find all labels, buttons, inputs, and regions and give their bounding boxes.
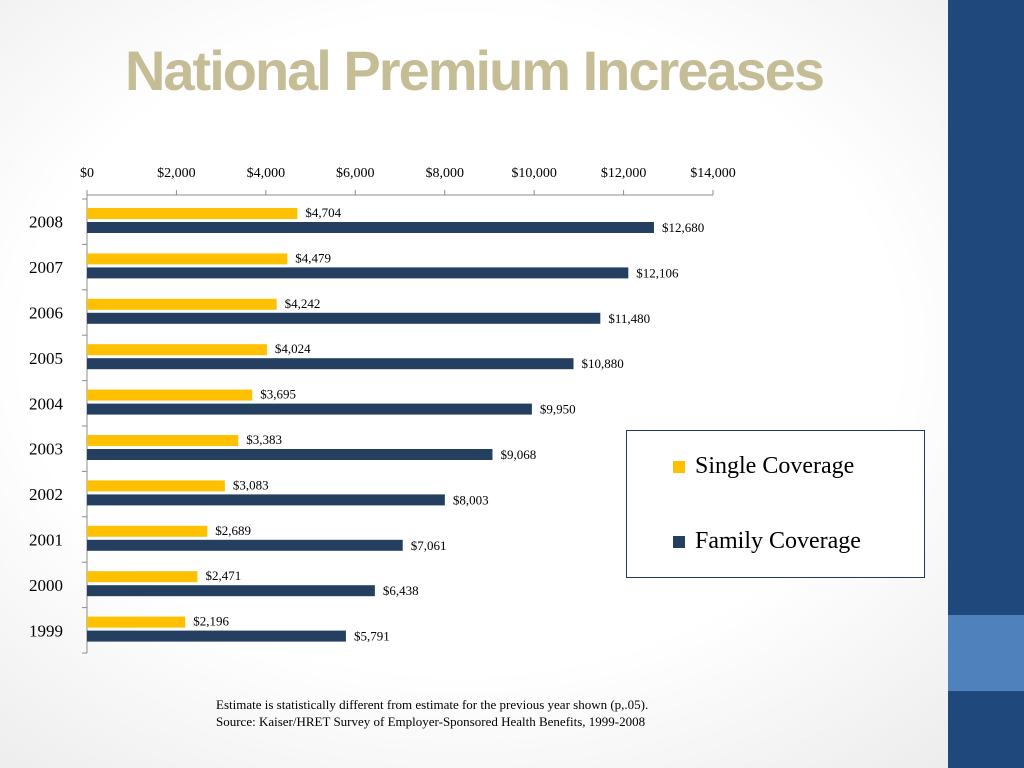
- y-category-label: 2006: [29, 304, 63, 323]
- data-label-single: $2,689: [215, 523, 251, 538]
- bar-single-coverage: [87, 389, 253, 401]
- bar-family-coverage: [87, 267, 629, 279]
- data-label-family: $9,950: [540, 402, 576, 417]
- y-category-label: 1999: [29, 621, 63, 640]
- bar-family-coverage: [87, 585, 375, 597]
- data-label-family: $9,068: [500, 447, 536, 462]
- data-label-single: $4,479: [295, 250, 331, 265]
- y-category-label: 2000: [29, 576, 63, 595]
- bar-single-coverage: [87, 525, 208, 537]
- bar-single-coverage: [87, 571, 198, 583]
- footnote-line-2: Source: Kaiser/HRET Survey of Employer-S…: [216, 714, 646, 729]
- legend-swatch-family: [673, 535, 685, 548]
- data-label-single: $2,471: [205, 568, 241, 583]
- data-label-family: $12,106: [636, 265, 679, 280]
- data-label-family: $7,061: [411, 538, 447, 553]
- x-tick-label: $10,000: [511, 166, 557, 181]
- slide-title: National Premium Increases: [124, 39, 825, 102]
- data-label-single: $4,024: [275, 341, 311, 356]
- data-label-family: $8,003: [453, 492, 489, 507]
- y-category-label: 2008: [29, 213, 63, 232]
- x-tick-label: $0: [80, 166, 94, 181]
- legend-label-single: Single Coverage: [695, 453, 855, 479]
- data-label-single: $4,704: [305, 205, 341, 220]
- data-label-single: $2,196: [193, 614, 229, 629]
- bar-single-coverage: [87, 253, 288, 265]
- bar-family-coverage: [87, 358, 574, 370]
- bar-family-coverage: [87, 403, 532, 415]
- data-label-single: $3,383: [246, 432, 282, 447]
- x-tick-label: $4,000: [247, 166, 286, 181]
- data-label-family: $11,480: [608, 311, 650, 326]
- legend-item-single: Single Coverage: [673, 453, 854, 480]
- bar-chart: $0 $2,000 $4,000 $6,000 $8,000 $10,000 $12,000…: [29, 166, 736, 654]
- y-category-label: 2004: [29, 394, 64, 413]
- data-label-single: $4,242: [285, 296, 321, 311]
- x-tick-label: $2,000: [157, 166, 196, 181]
- bar-single-coverage: [87, 435, 239, 446]
- bar-single-coverage: [87, 344, 267, 356]
- data-label-single: $3,083: [233, 477, 269, 492]
- x-tick-label: $14,000: [690, 166, 736, 181]
- x-tick-label: $6,000: [336, 166, 375, 181]
- right-accent-block: [948, 615, 1024, 691]
- bar-family-coverage: [87, 630, 346, 642]
- bar-family-coverage: [87, 539, 403, 551]
- chart-legend: Single Coverage Family Coverage: [626, 430, 925, 578]
- bar-single-coverage: [87, 616, 186, 628]
- y-category-label: 2002: [29, 485, 63, 504]
- data-label-family: $5,791: [354, 629, 390, 644]
- y-category-label: 2003: [29, 440, 63, 459]
- legend-swatch-single: [673, 460, 685, 473]
- data-label-single: $3,695: [260, 387, 296, 402]
- bar-family-coverage: [87, 222, 654, 233]
- bar-single-coverage: [87, 480, 225, 492]
- bar-family-coverage: [87, 449, 493, 460]
- footnote-line-1: Estimate is statistically different from…: [216, 697, 649, 712]
- bar-family-coverage: [87, 494, 445, 506]
- data-label-family: $10,880: [581, 356, 623, 371]
- y-category-label: 2007: [29, 258, 64, 277]
- legend-label-family: Family Coverage: [695, 528, 861, 554]
- legend-item-family: Family Coverage: [673, 528, 861, 555]
- bar-single-coverage: [87, 208, 298, 219]
- y-category-label: 2001: [29, 531, 63, 550]
- x-tick-label: $8,000: [425, 166, 464, 181]
- y-category-label: 2005: [29, 349, 63, 368]
- data-label-family: $6,438: [383, 583, 419, 598]
- x-tick-label: $12,000: [601, 166, 647, 181]
- bar-family-coverage: [87, 312, 601, 324]
- footnote: Estimate is statistically different from…: [216, 696, 648, 730]
- data-label-family: $12,680: [662, 220, 704, 235]
- bar-single-coverage: [87, 298, 277, 310]
